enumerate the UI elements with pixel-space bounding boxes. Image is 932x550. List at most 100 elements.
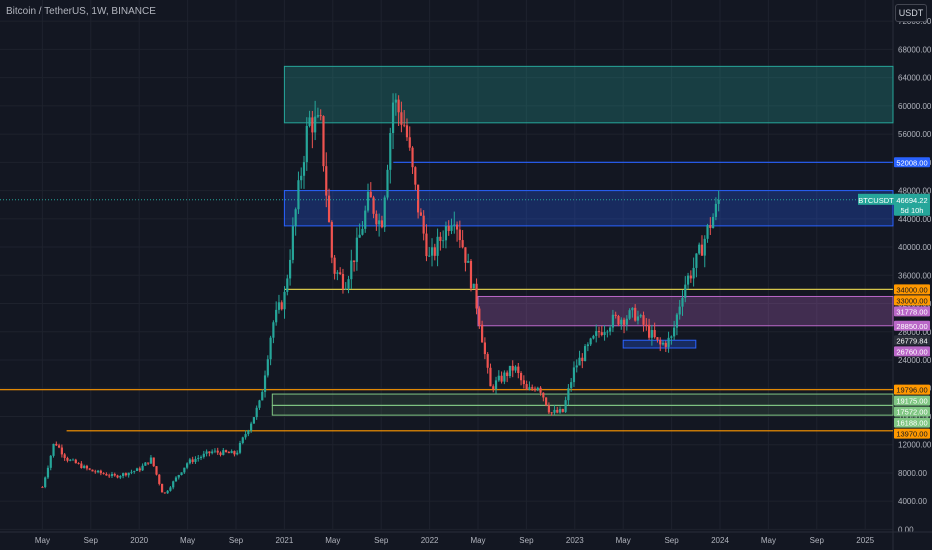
candle-down <box>492 386 495 390</box>
last-price-value: 46694.22 <box>896 196 927 205</box>
candle-up <box>144 462 147 466</box>
x-tick-label: Sep <box>84 536 99 545</box>
candle-down <box>489 367 492 387</box>
candle-down <box>417 184 420 213</box>
candle-up <box>558 409 562 413</box>
candle-down <box>372 197 375 214</box>
candle-up <box>366 191 370 211</box>
candle-up <box>389 133 392 170</box>
candle-up <box>686 275 690 285</box>
candle-down <box>645 324 648 326</box>
candle-down <box>617 315 620 325</box>
x-tick-label: 2020 <box>130 536 148 545</box>
candle-up <box>378 220 381 225</box>
candle-up <box>294 209 297 227</box>
candle-down <box>600 332 603 335</box>
candle-up <box>255 407 258 418</box>
candle-up <box>595 331 598 336</box>
candle-down <box>224 450 228 453</box>
candle-up <box>494 380 498 390</box>
candle-down <box>341 274 345 289</box>
candle-up <box>467 260 470 263</box>
candle-down <box>105 474 108 476</box>
candle-up <box>199 456 203 458</box>
candle-down <box>325 166 328 196</box>
candle-down <box>414 167 417 185</box>
candle-down <box>525 384 528 390</box>
candle-down <box>116 475 119 478</box>
candle-up <box>394 99 397 103</box>
candle-up <box>428 255 431 257</box>
candle-up <box>361 228 364 235</box>
candle-up <box>661 342 665 345</box>
candle-up <box>350 260 353 280</box>
candle-up <box>250 423 253 431</box>
candle-down <box>66 457 69 461</box>
y-tick-label: 0.00 <box>898 525 914 534</box>
candle-down <box>380 220 384 228</box>
candle-down <box>403 124 406 126</box>
candle-down <box>455 224 459 230</box>
price-label-text: 28850.00 <box>896 322 927 331</box>
currency-button[interactable]: USDT <box>895 4 927 22</box>
candle-up <box>453 224 456 226</box>
candle-down <box>88 468 91 470</box>
candle-down <box>500 375 503 382</box>
candle-down <box>689 275 692 279</box>
y-tick-label: 8000.00 <box>898 469 927 478</box>
candle-up <box>314 116 317 133</box>
candle-down <box>327 195 331 223</box>
candle-down <box>152 457 155 467</box>
candle-up <box>675 314 679 328</box>
y-tick-label: 68000.00 <box>898 45 932 54</box>
candle-up <box>202 453 205 457</box>
candle-up <box>347 279 350 289</box>
candle-down <box>561 409 564 412</box>
x-tick-label: May <box>616 536 631 545</box>
x-tick-label: 2024 <box>711 536 729 545</box>
candle-up <box>300 175 303 181</box>
candle-down <box>447 225 450 231</box>
candle-up <box>141 465 144 471</box>
candle-down <box>519 373 523 381</box>
candle-down <box>74 459 77 464</box>
candle-up <box>625 318 628 325</box>
candle-up <box>706 225 709 239</box>
candle-up <box>236 452 239 455</box>
candle-up <box>119 476 122 478</box>
candle-down <box>709 225 712 228</box>
price-label-26760.00 <box>894 346 930 357</box>
x-tick-label: 2021 <box>276 536 294 545</box>
candle-down <box>233 451 236 455</box>
candle-up <box>609 327 612 332</box>
candle-down <box>634 307 637 321</box>
candle-down <box>219 452 222 455</box>
candle-up <box>620 319 623 325</box>
candle-up <box>358 234 361 238</box>
candle-up <box>49 455 52 468</box>
price-label-19796.00 <box>894 384 930 395</box>
candle-up <box>135 468 139 471</box>
price-label-31778.00 <box>894 306 930 317</box>
candle-down <box>653 330 656 338</box>
candle-up <box>611 314 615 328</box>
x-tick-label: Sep <box>810 536 825 545</box>
candle-down <box>138 468 141 471</box>
candle-down <box>216 450 219 453</box>
candle-up <box>578 357 581 366</box>
x-tick-label: May <box>325 536 340 545</box>
candle-up <box>238 442 242 453</box>
candle-down <box>433 247 436 256</box>
candle-up <box>183 467 186 473</box>
y-tick-label: 16000.00 <box>898 412 932 421</box>
candle-down <box>322 116 325 167</box>
candle-up <box>186 463 189 468</box>
candle-down <box>113 474 116 476</box>
candle-down <box>57 445 61 448</box>
candle-up <box>528 387 531 390</box>
candle-up <box>606 331 609 333</box>
candle-up <box>386 169 389 198</box>
candle-up <box>628 310 631 319</box>
y-tick-label: 36000.00 <box>898 271 932 280</box>
